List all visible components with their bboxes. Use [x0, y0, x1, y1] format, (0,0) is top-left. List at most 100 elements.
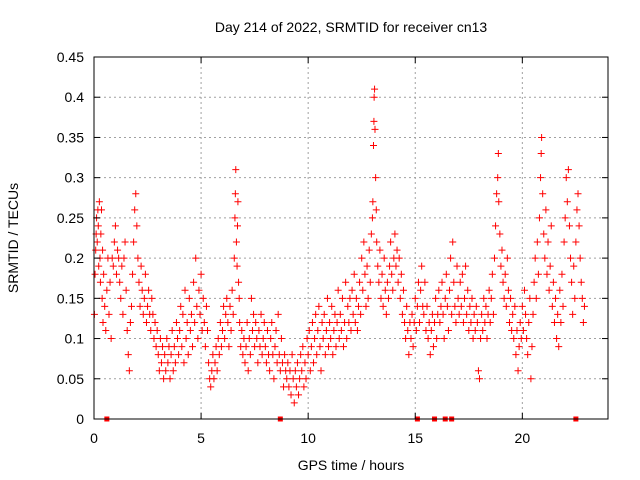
- data-point: [285, 383, 293, 391]
- data-point: [272, 327, 280, 335]
- data-point: [105, 310, 113, 318]
- data-point: [202, 302, 210, 310]
- data-point: [287, 391, 295, 399]
- data-point: [243, 318, 251, 326]
- data-point: [122, 286, 130, 294]
- data-point: [332, 343, 340, 351]
- data-point: [466, 302, 474, 310]
- data-point: [290, 399, 298, 407]
- data-point: [321, 351, 329, 359]
- data-point: [232, 166, 240, 174]
- data-point: [411, 294, 419, 302]
- data-point: [222, 310, 230, 318]
- data-point: [513, 327, 521, 335]
- data-point: [384, 294, 392, 302]
- data-point: [176, 327, 184, 335]
- data-point: [387, 238, 395, 246]
- data-point: [213, 367, 221, 375]
- x-tick-label: 15: [407, 430, 423, 446]
- data-point: [220, 302, 228, 310]
- data-point: [97, 206, 105, 214]
- data-point: [250, 310, 258, 318]
- data-point: [110, 238, 118, 246]
- data-point: [187, 310, 195, 318]
- data-point: [403, 302, 411, 310]
- data-point: [186, 327, 194, 335]
- data-point: [311, 335, 319, 343]
- data-point: [192, 254, 200, 262]
- data-point: [493, 190, 501, 198]
- data-point: [300, 383, 308, 391]
- data-point: [138, 286, 146, 294]
- data-point: [319, 335, 327, 343]
- data-point: [114, 246, 122, 254]
- data-point: [231, 190, 239, 198]
- data-point: [353, 327, 361, 335]
- data-point: [328, 302, 336, 310]
- data-point: [223, 294, 231, 302]
- data-point: [350, 270, 358, 278]
- data-point: [358, 254, 366, 262]
- data-point: [569, 310, 577, 318]
- data-point: [523, 335, 531, 343]
- data-point: [345, 318, 353, 326]
- data-point: [281, 351, 289, 359]
- data-point: [277, 335, 285, 343]
- data-point: [372, 206, 380, 214]
- data-point: [288, 351, 296, 359]
- data-point: [227, 327, 235, 335]
- data-point: [381, 286, 389, 294]
- data-point: [378, 270, 386, 278]
- data-point: [511, 302, 519, 310]
- data-point: [298, 367, 306, 375]
- data-points: [90, 85, 588, 407]
- data-point: [367, 230, 375, 238]
- data-point: [337, 327, 345, 335]
- data-point: [450, 278, 458, 286]
- data-point: [93, 238, 101, 246]
- y-tick-label: 0.3: [65, 170, 85, 186]
- data-point: [140, 294, 148, 302]
- data-point: [503, 254, 511, 262]
- data-point: [537, 174, 545, 182]
- data-point: [530, 278, 538, 286]
- data-point: [107, 335, 115, 343]
- data-point: [499, 278, 507, 286]
- data-point: [352, 294, 360, 302]
- data-point: [289, 375, 297, 383]
- data-point: [398, 310, 406, 318]
- data-point: [334, 286, 342, 294]
- data-point: [373, 238, 381, 246]
- data-point: [230, 254, 238, 262]
- data-point: [453, 262, 461, 270]
- data-point: [550, 318, 558, 326]
- data-point: [525, 318, 533, 326]
- chart-title: Day 214 of 2022, SRMTID for receiver cn1…: [215, 19, 488, 35]
- data-point: [447, 254, 455, 262]
- data-point: [437, 302, 445, 310]
- data-point: [327, 335, 335, 343]
- data-point: [126, 318, 134, 326]
- data-point: [349, 310, 357, 318]
- data-point: [343, 335, 351, 343]
- data-point: [360, 238, 368, 246]
- data-point: [363, 262, 371, 270]
- data-point: [480, 294, 488, 302]
- data-point: [577, 278, 585, 286]
- data-point: [549, 278, 557, 286]
- data-point: [532, 294, 540, 302]
- data-point: [174, 335, 182, 343]
- data-point: [317, 367, 325, 375]
- data-point: [308, 318, 316, 326]
- data-point: [371, 125, 379, 133]
- data-point: [183, 318, 191, 326]
- data-point: [555, 343, 563, 351]
- data-point: [274, 310, 282, 318]
- data-point: [351, 318, 359, 326]
- data-point: [255, 327, 263, 335]
- data-point: [216, 318, 224, 326]
- data-point: [533, 238, 541, 246]
- data-point: [572, 238, 580, 246]
- data-point: [488, 270, 496, 278]
- data-point: [96, 278, 104, 286]
